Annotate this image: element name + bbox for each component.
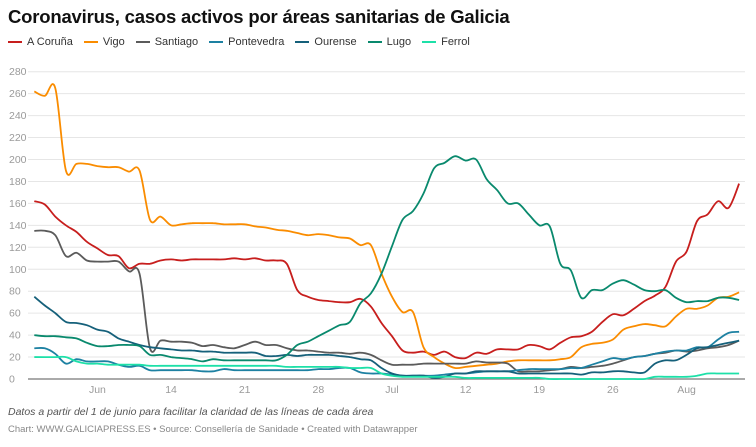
x-tick-label: 28 (312, 384, 324, 396)
legend-item: Ferrol (422, 36, 470, 48)
x-tick-label: 19 (533, 384, 545, 396)
chart-source: Chart: WWW.GALICIAPRESS.ES • Source: Con… (8, 424, 418, 435)
y-tick-label: 60 (9, 308, 21, 320)
x-tick-label: 26 (607, 384, 619, 396)
legend-label: Vigo (102, 36, 125, 48)
legend-swatch (135, 41, 150, 43)
series-line-pontevedra (34, 330, 740, 377)
y-tick-label: 0 (9, 374, 15, 386)
legend-swatch (83, 41, 98, 43)
x-axis-labels: Jun 14 21 28 Jul 12 19 26 Aug (89, 384, 696, 396)
y-tick-label: 80 (9, 286, 21, 298)
y-tick-label: 20 (9, 352, 21, 364)
legend-label: Ferrol (441, 36, 470, 48)
y-tick-label: 260 (9, 88, 27, 100)
chart-note: Datos a partir del 1 de junio para facil… (8, 406, 374, 418)
y-tick-label: 120 (9, 242, 27, 254)
y-tick-label: 100 (9, 264, 27, 276)
y-tick-label: 280 (9, 66, 27, 78)
legend-item: Ourense (295, 36, 357, 48)
y-tick-label: 160 (9, 198, 27, 210)
x-tick-label: 14 (165, 384, 177, 396)
legend-label: Pontevedra (228, 36, 285, 48)
legend-label: Lugo (386, 36, 412, 48)
legend-item: A Coruña (8, 36, 73, 48)
x-tick-label: 21 (239, 384, 251, 396)
y-tick-label: 40 (9, 330, 21, 342)
series-line-santiago (34, 229, 740, 373)
y-tick-label: 200 (9, 154, 27, 166)
legend-item: Santiago (135, 36, 199, 48)
y-tick-label: 220 (9, 132, 27, 144)
series-line-lugo (34, 155, 740, 363)
legend-swatch (367, 41, 382, 43)
series-lines (33, 83, 740, 381)
x-tick-label: Aug (677, 384, 696, 396)
legend-label: Ourense (314, 36, 357, 48)
y-tick-label: 240 (9, 110, 27, 122)
x-tick-label: Jun (89, 384, 106, 396)
y-tick-label: 180 (9, 176, 27, 188)
legend-swatch (209, 41, 224, 43)
legend-label: A Coruña (27, 36, 73, 48)
y-tick-label: 140 (9, 220, 27, 232)
series-line-ferrol (34, 355, 740, 381)
x-tick-label: Jul (385, 384, 398, 396)
legend: A Coruña Vigo Santiago Pontevedra Ourense Lug… (8, 36, 481, 48)
legend-label: Santiago (154, 36, 199, 48)
chart-title: Coronavirus, casos activos por áreas san… (8, 6, 510, 27)
series-line-vigo (33, 83, 740, 370)
x-tick-label: 12 (460, 384, 472, 396)
series-line-a-coru-a (34, 183, 740, 360)
legend-item: Pontevedra (209, 36, 284, 48)
legend-swatch (422, 41, 437, 43)
series-line-ourense (33, 295, 740, 379)
y-axis-labels: 0 20 40 60 80 100 120 140 160 180 200 220 240 260 280 (9, 66, 27, 385)
gridlines (28, 71, 745, 380)
legend-swatch (295, 41, 310, 43)
legend-swatch (8, 41, 22, 43)
legend-item: Lugo (367, 36, 412, 48)
legend-item: Vigo (83, 36, 125, 48)
